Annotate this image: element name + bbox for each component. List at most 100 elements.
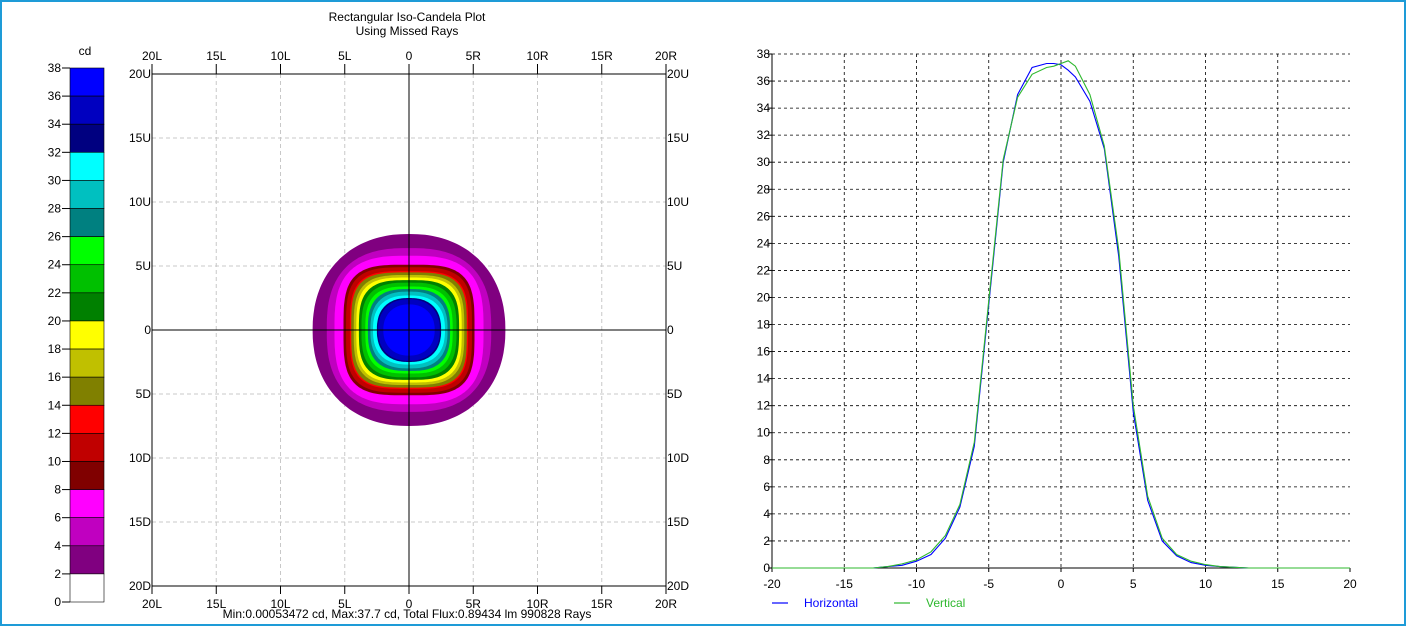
y-tick-label-right: 15U [667, 131, 689, 145]
y-tick-label: 6 [763, 480, 770, 494]
x-tick-label: 20 [1343, 577, 1357, 591]
line-chart-grid [772, 53, 1350, 568]
heatmap-axes: 20L 20L 15L 15L 10L 10L 5L 5L 0 0 5R 5R 10R 10R 15R 15R… [129, 49, 689, 611]
y-tick-label-right: 15D [667, 515, 689, 529]
legend-tick-label: 24 [48, 258, 62, 272]
y-tick-label: 22 [757, 263, 771, 277]
y-tick-label-left: 5U [136, 259, 151, 273]
y-tick-label: 4 [763, 507, 770, 521]
y-tick-label: 16 [757, 345, 771, 359]
legend-color-band [69, 489, 105, 518]
legend-color-band [69, 376, 105, 406]
y-tick-label: 38 [757, 47, 771, 61]
legend-unit-label: cd [79, 44, 92, 58]
x-tick-label-bottom: 15L [206, 597, 226, 611]
x-tick-label-top: 10R [526, 49, 548, 63]
line-chart-series [772, 60, 1350, 569]
legend-tick-label: 32 [48, 145, 62, 159]
legend-tick-label: 14 [48, 398, 62, 412]
legend-color-band [69, 123, 105, 153]
legend-color-band [69, 573, 105, 603]
y-tick-label-left: 0 [144, 323, 151, 337]
y-tick-label-left: 20D [129, 579, 151, 593]
x-tick-label-bottom: 20R [655, 597, 677, 611]
legend-tick-label: 4 [54, 539, 61, 553]
y-tick-label: 34 [757, 101, 771, 115]
series-line-horizontal [772, 62, 1350, 569]
legend-tick-label: 2 [54, 567, 61, 581]
legend-tick-label: 16 [48, 370, 62, 384]
y-tick-label-right: 10D [667, 451, 689, 465]
legend-tick-label: 38 [48, 61, 62, 75]
legend-tick-label: 26 [48, 230, 62, 244]
y-tick-label: 18 [757, 318, 771, 332]
x-tick-label-top: 5L [338, 49, 352, 63]
x-tick-label: -5 [983, 577, 994, 591]
legend-tick-label: 22 [48, 286, 62, 300]
y-tick-label: 32 [757, 128, 771, 142]
legend-color-band [69, 264, 105, 294]
y-tick-label-right: 5D [667, 387, 683, 401]
y-tick-label-right: 5U [667, 259, 682, 273]
x-tick-label: 5 [1130, 577, 1137, 591]
y-tick-label: 14 [757, 372, 771, 386]
x-tick-label-top: 20L [142, 49, 162, 63]
y-tick-label: 0 [763, 561, 770, 575]
legend-tick-label: 6 [54, 511, 61, 525]
series-line-vertical [772, 60, 1350, 569]
legend-tick-label: 10 [48, 454, 62, 468]
legend-color-band [69, 180, 105, 209]
legend-color-band [69, 152, 105, 181]
legend-color-band [69, 461, 105, 490]
x-tick-label: -20 [763, 577, 781, 591]
x-tick-label-bottom: 15R [591, 597, 613, 611]
x-tick-label-bottom: 10R [526, 597, 548, 611]
legend-color-band [69, 545, 105, 575]
legend-color-band [69, 320, 105, 350]
y-tick-label: 20 [757, 290, 771, 304]
legend-tick-label: 12 [48, 426, 62, 440]
legend-color-band [69, 95, 105, 125]
x-tick-label-bottom: 5L [338, 597, 352, 611]
x-tick-label-top: 0 [406, 49, 413, 63]
x-tick-label-bottom: 0 [406, 597, 413, 611]
y-tick-label: 24 [757, 236, 771, 250]
x-tick-label: 0 [1058, 577, 1065, 591]
legend-tick-label: 36 [48, 89, 62, 103]
y-tick-label: 36 [757, 74, 771, 88]
plot-footer: Min:0.00053472 cd, Max:37.7 cd, Total Fl… [223, 607, 592, 621]
legend-color-band [69, 348, 105, 378]
plot-subtitle: Using Missed Rays [356, 24, 459, 38]
y-tick-label: 8 [763, 453, 770, 467]
y-tick-label: 28 [757, 182, 771, 196]
legend-color-band [69, 433, 105, 462]
y-tick-label: 12 [757, 399, 771, 413]
y-tick-label-left: 10U [129, 195, 151, 209]
legend-tick-label: 0 [54, 595, 61, 609]
x-tick-label-top: 5R [466, 49, 482, 63]
y-tick-label-left: 15D [129, 515, 151, 529]
legend-color-band [69, 67, 105, 97]
legend-tick-label: 8 [54, 483, 61, 497]
y-tick-label-left: 15U [129, 131, 151, 145]
x-tick-label: -15 [836, 577, 854, 591]
legend-tick-label: 34 [48, 117, 62, 131]
y-tick-label-left: 10D [129, 451, 151, 465]
x-tick-label-top: 15R [591, 49, 613, 63]
legend-color-band [69, 208, 105, 237]
y-tick-label-right: 0 [667, 323, 674, 337]
x-tick-label: -10 [908, 577, 926, 591]
y-tick-label: 26 [757, 209, 771, 223]
y-tick-label-left: 5D [136, 387, 152, 401]
x-tick-label-bottom: 5R [466, 597, 482, 611]
iso-candela-plot: Rectangular Iso-Candela Plot Using Misse… [48, 10, 690, 621]
x-tick-label-top: 10L [270, 49, 290, 63]
legend-color-band [69, 236, 105, 266]
legend-tick-label: 18 [48, 342, 62, 356]
x-tick-label: 10 [1199, 577, 1213, 591]
y-tick-label: 2 [763, 534, 770, 548]
